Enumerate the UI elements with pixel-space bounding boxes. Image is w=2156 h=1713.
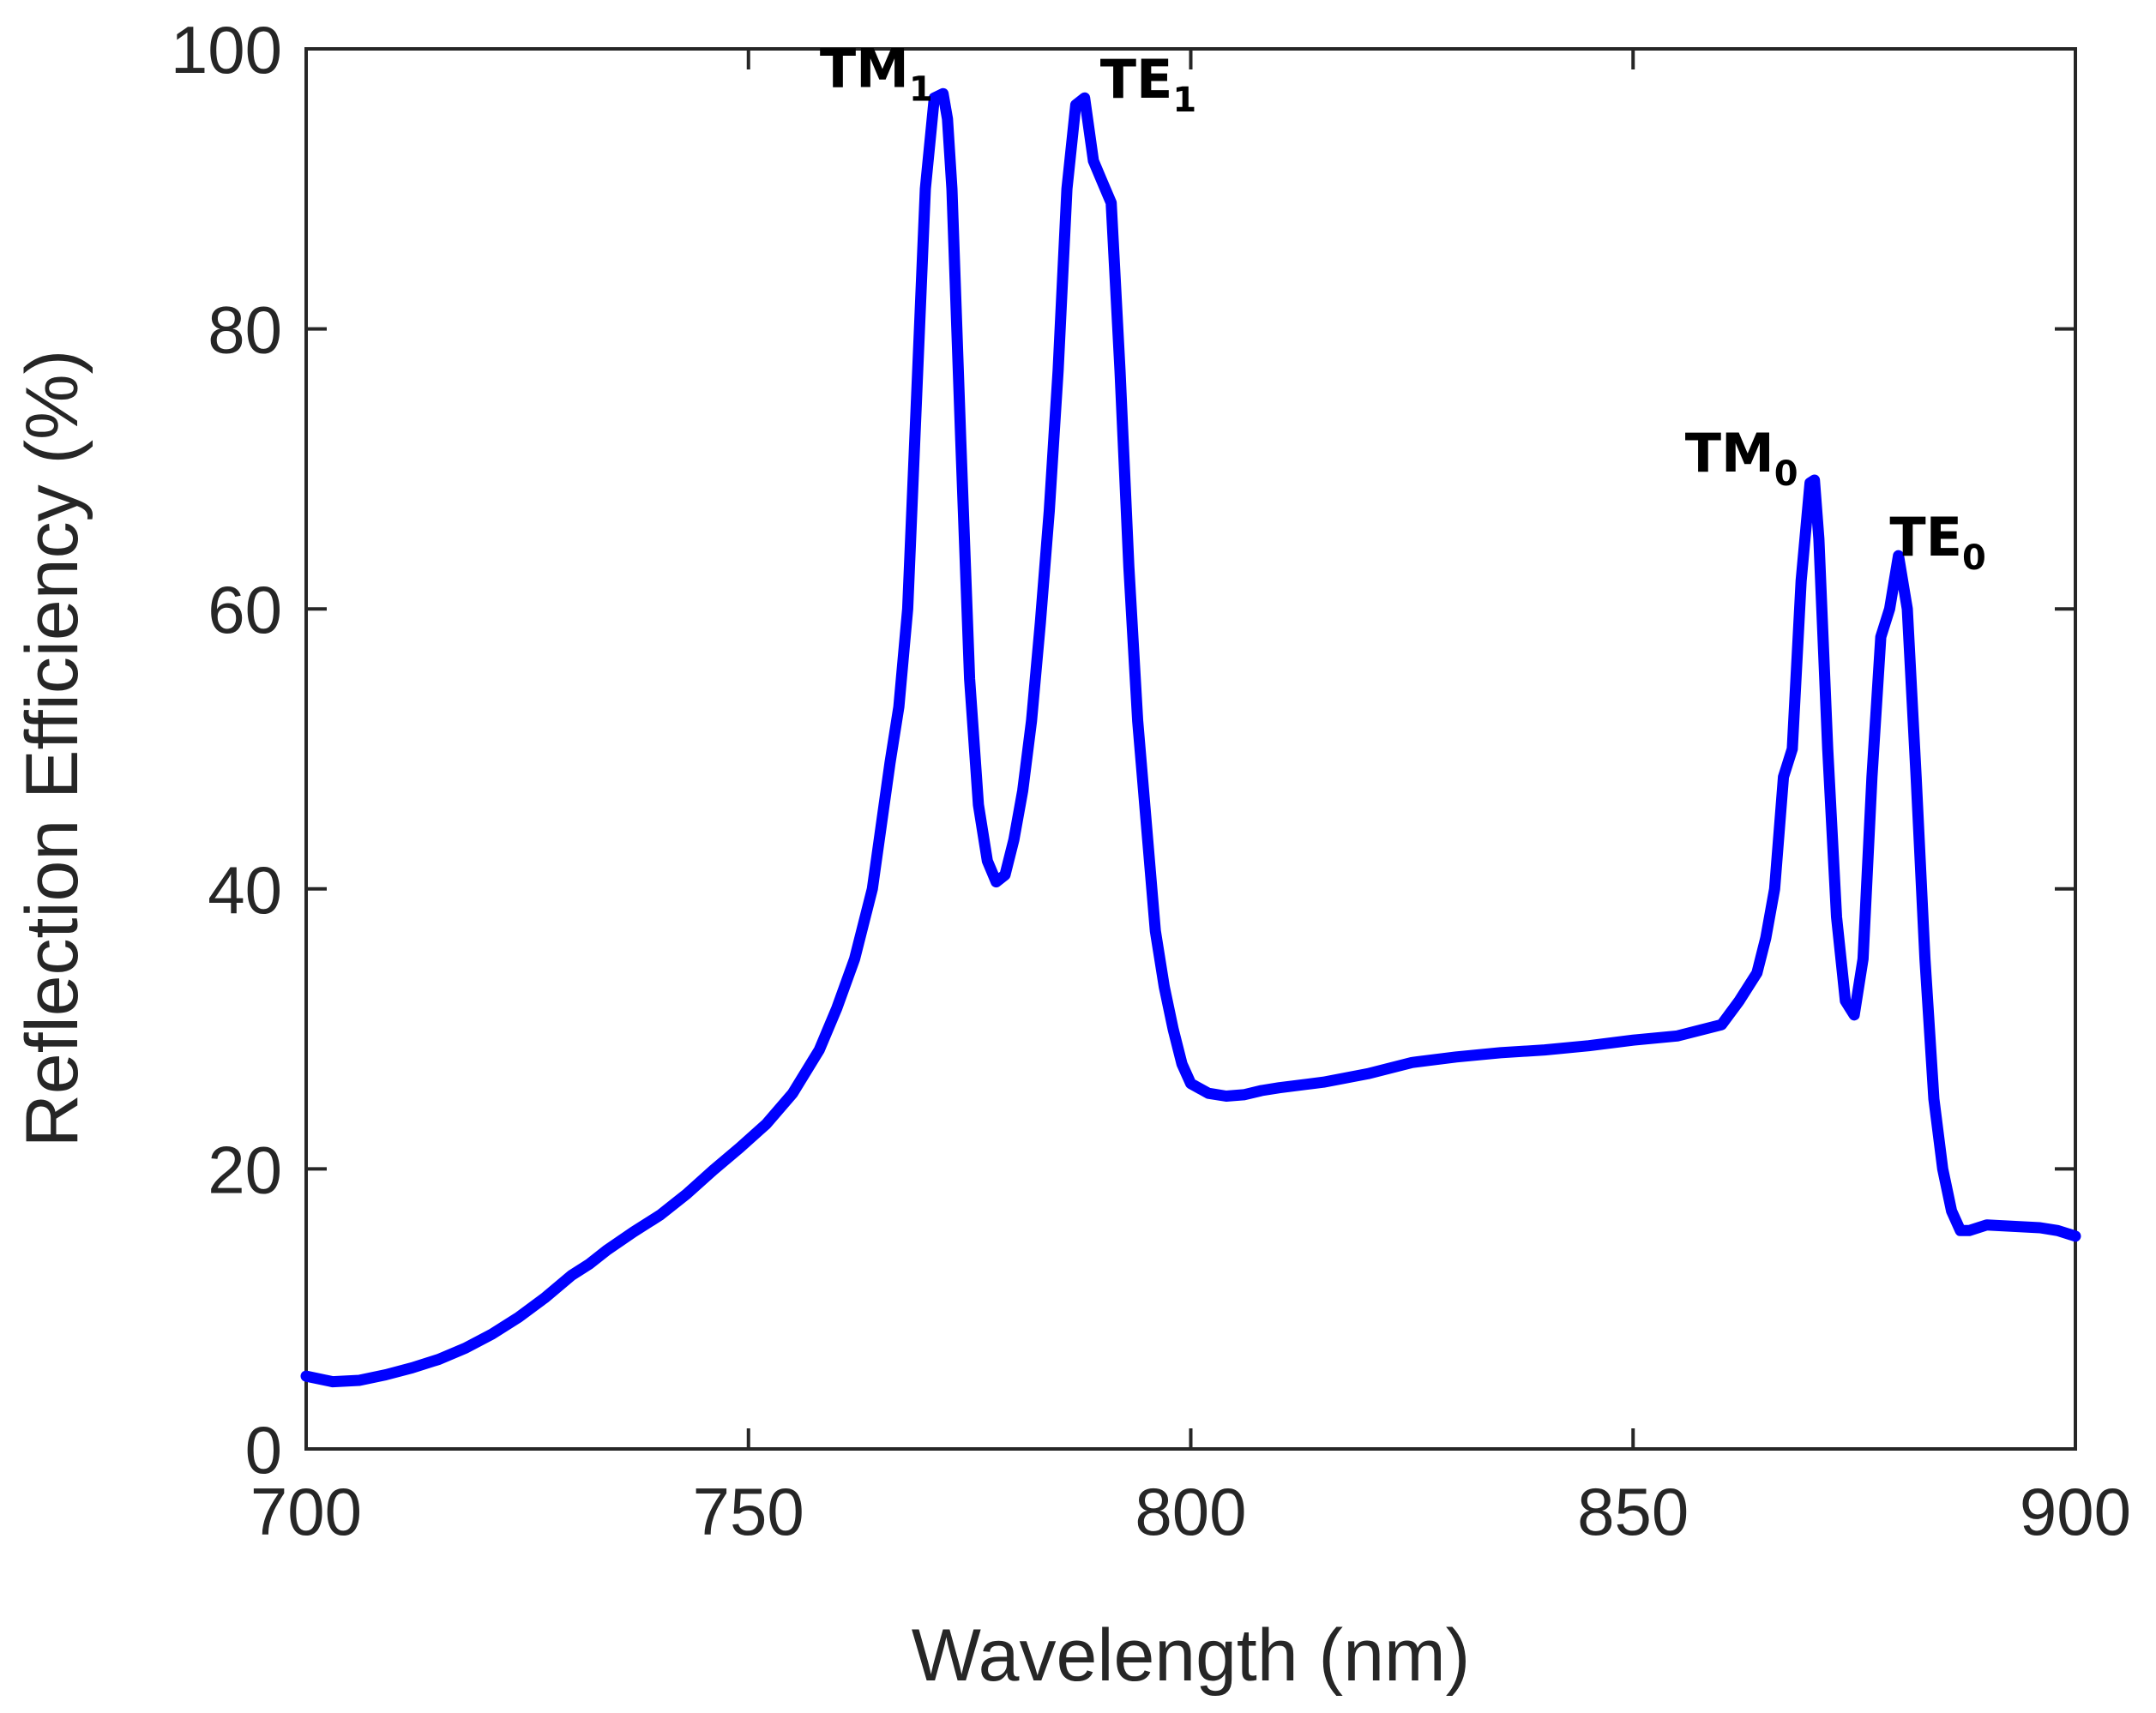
y-tick-label: 100 <box>171 12 282 87</box>
x-tick-label: 700 <box>250 1474 362 1549</box>
ticks <box>304 47 2077 1451</box>
y-tick-label: 20 <box>208 1132 282 1207</box>
y-tick-label: 60 <box>208 572 282 647</box>
y-axis-title: Reflection Efficiency (%) <box>11 350 93 1147</box>
peak-label: TM0 <box>1685 422 1798 494</box>
peak-label-subscript: 1 <box>909 69 933 109</box>
x-tick-label: 900 <box>2020 1474 2131 1549</box>
peak-label-main: TE <box>1100 48 1173 111</box>
axes-box <box>304 47 2077 1451</box>
peak-label-main: TE <box>1889 506 1962 568</box>
peak-label-main: TM <box>1685 422 1774 484</box>
x-tick-label: 750 <box>693 1474 804 1549</box>
y-tick-label: 40 <box>208 852 282 928</box>
series-line-reflection-efficiency <box>300 87 2081 1388</box>
x-tick-label: 800 <box>1135 1474 1246 1549</box>
peak-label: TE1 <box>1100 48 1197 120</box>
peak-label-subscript: 0 <box>1774 454 1798 494</box>
y-tick-label: 80 <box>208 292 282 368</box>
peak-label: TM1 <box>820 37 933 109</box>
y-tick-label: 0 <box>245 1412 282 1488</box>
x-axis-title: Wavelength (nm) <box>912 1614 1471 1697</box>
peak-label: TE0 <box>1889 506 1986 578</box>
x-tick-label: 850 <box>1577 1474 1689 1549</box>
peak-label-subscript: 1 <box>1172 81 1196 120</box>
peak-label-subscript: 0 <box>1962 538 1986 578</box>
peak-label-main: TM <box>820 37 909 99</box>
